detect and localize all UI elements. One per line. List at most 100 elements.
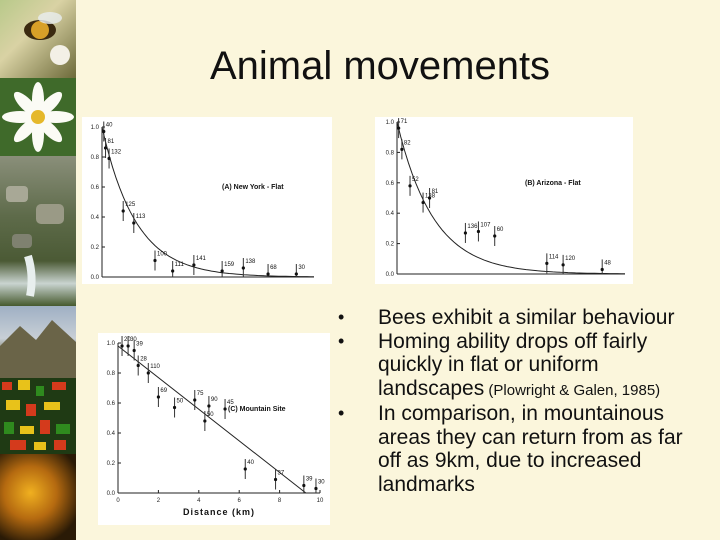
y-tick-label: 1.0 [107,341,116,347]
data-point [156,395,160,399]
chart-title: (C) Mountain Site [228,406,286,413]
data-point [136,363,140,368]
y-tick-label: 1.0 [91,125,100,131]
data-point [463,231,467,235]
data-point [146,371,150,375]
data-label: 45 [227,400,234,406]
y-tick-label: 0.0 [386,272,395,278]
data-point [294,272,298,276]
fit-line [117,345,307,494]
data-label: 50 [207,412,214,418]
data-point [397,126,401,130]
bullet-icon: • [338,403,345,423]
y-tick-label: 0.6 [91,185,100,191]
data-label: 71 [401,119,408,125]
y-tick-label: 0.4 [91,215,100,221]
data-point [223,407,227,411]
data-label: 40 [247,460,254,466]
x-axis-label: Distance (km) [183,507,255,517]
side-image-strip [0,0,76,540]
data-point [273,477,278,482]
y-tick-label: 1.0 [386,120,395,126]
data-label: 60 [497,227,504,233]
data-label: 81 [108,139,115,145]
data-point [120,344,124,348]
data-point [241,266,245,270]
data-label: 52 [412,177,419,183]
rocky-stream-image [0,156,76,306]
slide-title: Animal movements [209,44,551,88]
y-tick-label: 0.0 [91,275,100,281]
chart-title: (A) New York - Flat [222,184,284,191]
data-point [476,229,481,234]
data-point [132,348,136,353]
bullet-icon: • [338,330,345,351]
data-label: 30 [318,480,325,486]
data-label: 111 [175,262,185,268]
data-point [314,486,318,491]
mountain-landscape-image [0,306,76,378]
data-point [243,467,247,471]
data-point [103,146,108,150]
data-label: 132 [111,150,122,156]
data-point [427,196,432,200]
data-point [207,404,211,408]
data-label: 110 [150,364,160,370]
data-point [107,156,111,161]
bullet-icon: • [338,307,345,327]
data-label: 37 [278,471,285,477]
data-point [203,419,207,423]
y-tick-label: 0.2 [386,242,395,248]
data-point [102,129,106,134]
data-point [561,263,565,267]
chart-mountain-site: 0.0 0.2 0.4 0.6 0.8 1.0 0 2 4 6 8 10 20 30 39 28 110 69 50… [98,333,330,525]
data-label: 69 [160,388,167,394]
x-tick-label: 2 [157,498,161,504]
data-point [220,269,224,273]
data-point [153,258,157,263]
data-point [192,263,196,267]
data-label: 107 [480,222,491,228]
bullet-item: • Bees exhibit a similar behaviour [338,306,708,330]
data-point [126,344,130,348]
data-point [493,234,497,238]
data-label: 125 [125,202,136,208]
data-label: 159 [224,262,235,268]
bullet-text: In comparison, in mountainous areas they… [378,402,683,496]
y-tick-label: 0.4 [107,431,116,437]
data-point [132,221,136,225]
data-point [421,200,425,205]
chart-new-york-flat: 0.0 0.2 0.4 0.6 0.8 1.0 40 81 132 125 113 100 111 141… [82,117,332,284]
bullet-item: • In comparison, in mountainous areas th… [338,402,708,496]
bullet-citation: (Plowright & Galen, 1985) [484,381,661,399]
aerial-map-image [0,378,76,454]
data-label: 48 [604,260,611,266]
chart-title: (B) Arizona - Flat [525,180,581,187]
y-tick-label: 0.2 [91,245,100,251]
data-label: 141 [196,256,207,262]
bullet-text: Bees exhibit a similar behaviour [378,306,675,329]
y-tick-label: 0.4 [386,211,395,217]
data-label: 138 [245,259,256,265]
data-point [172,405,177,410]
data-label: 30 [130,337,137,343]
x-tick-label: 6 [238,498,242,504]
data-label: 28 [140,357,147,363]
data-label: 90 [211,397,218,403]
x-tick-label: 0 [116,498,120,504]
data-label: 39 [136,342,143,348]
data-point [171,269,175,273]
data-point [302,483,306,488]
data-point [545,261,549,265]
y-tick-label: 0.6 [107,401,116,407]
y-tick-label: 0.8 [386,150,395,156]
data-label: 100 [157,252,168,258]
white-daisy-image [0,78,76,156]
x-tick-label: 8 [278,498,282,504]
fit-curve [101,126,314,278]
bullet-item: • Homing ability drops off fairly quickl… [338,330,708,403]
